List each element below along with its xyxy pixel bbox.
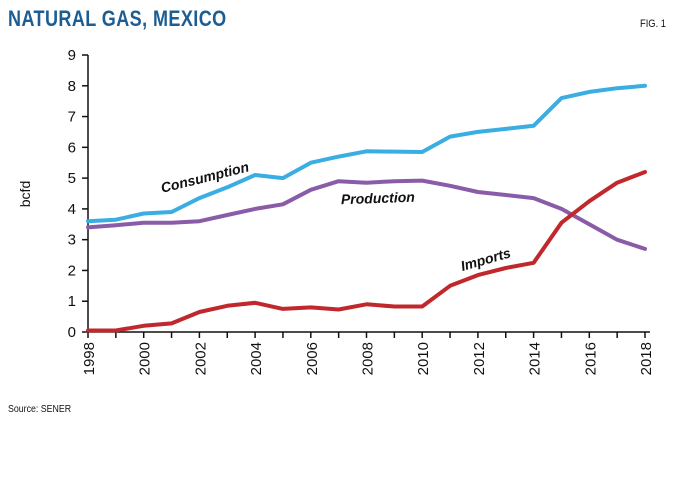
- x-axis-ticks: 1998 2000 2002 2004 2006 2008 2010 2012 2014 2016…: [81, 332, 655, 375]
- series-line-imports: [86, 170, 647, 333]
- x-tick-label: 2006: [304, 342, 321, 375]
- x-tick-label: 1998: [81, 342, 98, 375]
- x-tick-label: 2000: [137, 342, 154, 375]
- y-tick-label: 7: [68, 109, 76, 126]
- y-tick-label: 1: [68, 293, 76, 310]
- source-note: Source: SENER: [8, 404, 72, 415]
- series-label-consumption: Consumption: [159, 158, 250, 195]
- y-axis-label: bcfd: [17, 181, 33, 207]
- y-tick-label: 6: [68, 139, 76, 156]
- y-tick-label: 8: [68, 78, 76, 95]
- series-line-production: [86, 178, 647, 251]
- y-axis-ticks: 0 1 2 3 4 5 6 7 8 9: [68, 47, 88, 341]
- figure-label: FIG. 1: [640, 18, 666, 30]
- y-tick-label: 3: [68, 232, 76, 249]
- x-tick-label: 2012: [471, 342, 488, 375]
- x-tick-label: 2004: [248, 342, 265, 375]
- y-tick-label: 4: [68, 201, 76, 218]
- x-tick-label: 2014: [527, 342, 544, 375]
- x-tick-label: 2010: [415, 342, 432, 375]
- series-line-consumption: [86, 83, 647, 224]
- series-lines: [86, 83, 647, 333]
- series-label-production: Production: [341, 189, 415, 208]
- x-tick-label: 2018: [638, 342, 655, 375]
- x-tick-label: 2008: [360, 342, 377, 375]
- y-tick-label: 5: [68, 170, 76, 187]
- y-tick-label: 2: [68, 262, 76, 279]
- x-tick-label: 2016: [582, 342, 599, 375]
- x-tick-label: 2002: [192, 342, 209, 375]
- line-chart: 0 1 2 3 4 5 6 7 8 9 1998 2000 2002 2004 2006 2008 2010 2…: [17, 47, 655, 375]
- y-tick-label: 9: [68, 47, 76, 64]
- chart-title: NATURAL GAS, MEXICO: [8, 6, 227, 31]
- y-tick-label: 0: [68, 324, 76, 341]
